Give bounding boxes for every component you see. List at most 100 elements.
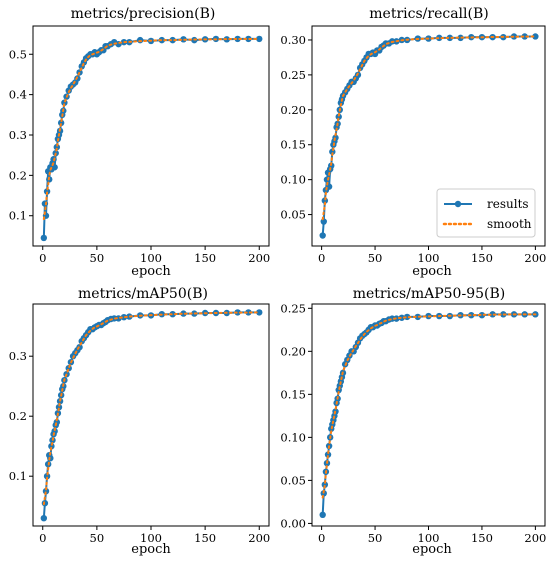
x-tick-label: 50 — [90, 531, 105, 545]
axis-ticks: 0 50 100 150 200 0.00 0.05 0.10 0.15 0.20 0.25 — [280, 301, 546, 545]
y-tick-label: 0.05 — [280, 208, 306, 222]
y-tick-label: 0.3 — [9, 128, 27, 142]
legend-results-marker — [454, 200, 462, 208]
legend-label-results: results — [487, 197, 529, 211]
subplot-recall: metrics/recall(B) 0 50 100 150 200 0.05 0.10 0.… — [280, 6, 546, 279]
y-tick-label: 0.15 — [280, 138, 306, 152]
y-tick-label: 0.05 — [280, 473, 306, 487]
plot-area — [32, 25, 270, 247]
results-point — [321, 197, 329, 204]
results-point — [521, 33, 528, 40]
results-point — [319, 232, 326, 239]
subplot-title: metrics/precision(B) — [71, 6, 216, 22]
y-tick-label: 0.2 — [9, 409, 27, 423]
x-tick-label: 200 — [524, 531, 546, 545]
legend-label-smooth: smooth — [487, 217, 532, 231]
axis-ticks: 0 50 100 150 200 0.05 0.10 0.15 0.20 0.25 0.30 — [280, 33, 546, 265]
x-tick-label: 0 — [318, 531, 325, 545]
results-point — [335, 113, 342, 120]
x-tick-label: 200 — [248, 531, 270, 545]
axis-ticks: 0 50 100 150 200 0.1 0.2 0.3 — [9, 349, 271, 545]
x-tick-label: 200 — [524, 251, 546, 265]
results-point — [234, 35, 241, 43]
y-tick-label: 0.1 — [9, 469, 27, 483]
results-line — [42, 37, 260, 238]
subplot-title: metrics/recall(B) — [369, 6, 488, 22]
results-point — [489, 311, 496, 318]
y-tick-label: 0.20 — [280, 103, 306, 117]
series-marks — [40, 309, 263, 522]
y-tick-label: 0.10 — [280, 430, 306, 444]
y-tick-label: 0.1 — [9, 209, 27, 223]
y-tick-label: 0.25 — [280, 301, 306, 315]
legend: results smooth — [436, 188, 536, 238]
y-tick-label: 0.2 — [9, 168, 27, 182]
smooth-line — [42, 311, 261, 506]
x-tick-label: 150 — [194, 251, 216, 265]
results-point — [51, 428, 58, 435]
y-tick-label: 0.10 — [280, 173, 306, 187]
subplot-title: metrics/mAP50(B) — [78, 286, 208, 302]
x-tick-label: 0 — [318, 251, 325, 265]
y-tick-label: 0.00 — [280, 516, 306, 530]
x-tick-label: 100 — [418, 531, 440, 545]
x-tick-label: 50 — [90, 251, 105, 265]
results-point — [321, 481, 329, 488]
results-point — [319, 511, 326, 519]
x-axis-label: epoch — [412, 264, 452, 279]
results-point — [403, 313, 411, 321]
x-tick-label: 100 — [140, 531, 162, 545]
results-point — [180, 310, 187, 317]
x-tick-label: 150 — [194, 531, 216, 545]
results-point — [53, 143, 61, 151]
results-point — [43, 473, 51, 480]
x-tick-label: 100 — [140, 251, 162, 265]
smooth-line — [42, 37, 261, 221]
y-tick-label: 0.5 — [9, 47, 27, 61]
x-tick-label: 150 — [471, 531, 493, 545]
y-tick-label: 0.15 — [280, 387, 306, 401]
series-marks — [319, 311, 539, 519]
x-axis-label: epoch — [131, 264, 171, 279]
subplot-title: metrics/mAP50-95(B) — [353, 286, 505, 302]
results-point — [446, 34, 454, 42]
results-point — [398, 314, 405, 321]
results-point — [55, 404, 63, 411]
smooth-line — [321, 35, 537, 221]
y-tick-label: 0.30 — [280, 33, 306, 47]
x-tick-label: 0 — [39, 251, 46, 265]
results-point — [169, 36, 176, 44]
subplot-precision: metrics/precision(B) 0 50 100 150 2000.10.20… — [9, 6, 271, 279]
x-axis-label: epoch — [131, 542, 171, 557]
results-point — [256, 35, 263, 43]
results-point — [245, 309, 252, 316]
results-line — [42, 311, 260, 519]
results-point — [42, 488, 50, 495]
x-tick-label: 150 — [471, 251, 493, 265]
series-marks — [319, 33, 539, 239]
x-tick-label: 100 — [418, 251, 440, 265]
plot-area — [32, 303, 270, 527]
x-tick-label: 50 — [368, 251, 383, 265]
series-marks — [40, 35, 263, 242]
x-tick-label: 0 — [39, 531, 46, 545]
smooth-line — [321, 313, 537, 499]
results-point — [532, 33, 539, 40]
results-point — [256, 309, 263, 316]
results-point — [40, 515, 48, 522]
results-point — [57, 119, 65, 127]
results-point — [48, 443, 55, 450]
results-point — [324, 451, 332, 458]
results-point — [40, 234, 48, 242]
y-tick-label: 0.3 — [9, 349, 27, 363]
y-tick-label: 0.25 — [280, 68, 306, 82]
results-point — [478, 311, 486, 319]
results-point — [41, 200, 49, 207]
subplot-map50: metrics/mAP50(B) 0 50 100 150 200 0.1 0.2 0.3 e… — [9, 286, 271, 557]
plot-area — [311, 303, 546, 527]
axis-ticks: 0 50 100 150 200 0.1 0.2 0.3 0.4 0.5 — [9, 47, 271, 265]
results-point — [320, 218, 327, 225]
results-point — [414, 313, 422, 321]
subplot-map50-95: metrics/mAP50-95(B) 0 50 100 150 200 0.00 0.05… — [280, 286, 546, 557]
